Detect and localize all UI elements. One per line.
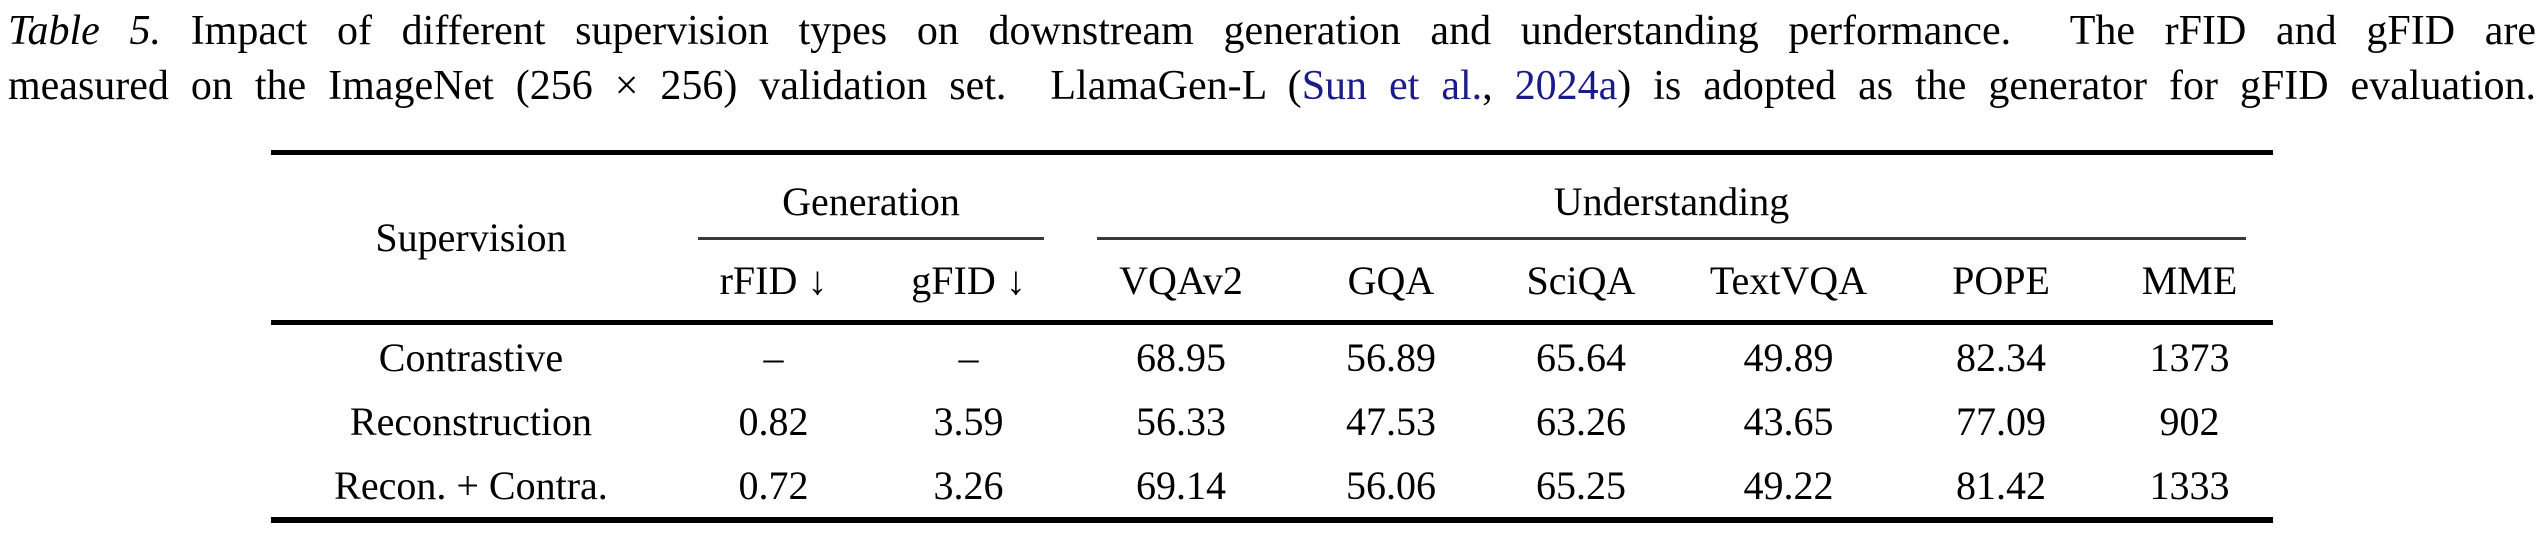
column-header-vqav2: VQAv2 xyxy=(1119,257,1243,303)
cell-sciqa: 65.25 xyxy=(1536,462,1626,508)
table-zone: Supervision Generation Understanding rFI… xyxy=(0,150,2544,523)
row-label-contrastive: Contrastive xyxy=(378,334,564,380)
cell-vqav2: 56.33 xyxy=(1136,398,1226,444)
cell-mme: 902 xyxy=(2159,398,2220,444)
cell-textvqa: 49.89 xyxy=(1743,334,1834,380)
group-header-understanding-cell: Understanding xyxy=(1061,153,2273,240)
cell-gqa: 56.06 xyxy=(1346,462,1436,508)
cell-rfid: 0.82 xyxy=(738,398,809,444)
results-table: Supervision Generation Understanding rFI… xyxy=(270,150,2274,523)
caption-text-line2-start: measured on the ImageNet (256 × 256) val… xyxy=(8,63,1302,109)
cell-pope: 82.34 xyxy=(1956,334,2046,380)
caption-line-2: measured on the ImageNet (256 × 256) val… xyxy=(8,59,2536,114)
column-header-supervision: Supervision xyxy=(375,215,567,260)
cell-vqav2: 69.14 xyxy=(1136,462,1226,508)
row-label-recon-contra: Recon. + Contra. xyxy=(334,462,608,508)
cell-sciqa: 65.64 xyxy=(1536,334,1626,380)
cell-pope: 77.09 xyxy=(1956,398,2046,444)
cell-gfid: – xyxy=(958,334,979,380)
cell-vqav2: 68.95 xyxy=(1136,334,1226,380)
row-label-reconstruction: Reconstruction xyxy=(349,398,593,444)
caption-text-line2-end: ) is adopted as the generator for gFID e… xyxy=(1617,63,2536,109)
cell-rfid: – xyxy=(763,334,784,380)
citation-separator: , xyxy=(1482,63,1515,109)
cell-pope: 81.42 xyxy=(1956,462,2046,508)
column-header-rfid: rFID ↓ xyxy=(719,257,828,303)
understanding-cmidrule: Understanding xyxy=(1097,178,2247,240)
cell-gqa: 56.89 xyxy=(1346,334,1436,380)
caption-text-line1: Impact of different supervision types on… xyxy=(190,8,2536,54)
cell-textvqa: 49.22 xyxy=(1743,462,1834,508)
column-header-mme: MME xyxy=(2141,257,2238,303)
table-row: Contrastive – – 68.95 56.89 65.64 49.89 … xyxy=(271,323,2273,390)
cell-mme: 1373 xyxy=(2149,334,2230,380)
caption-line-1: Table 5. Impact of different supervision… xyxy=(8,4,2536,59)
column-header-textvqa: TextVQA xyxy=(1709,257,1868,303)
generation-cmidrule: Generation xyxy=(697,178,1044,240)
column-header-sciqa: SciQA xyxy=(1526,257,1636,303)
table-caption: Table 5. Impact of different supervision… xyxy=(0,0,2544,114)
group-header-generation: Generation xyxy=(782,179,960,224)
citation-link-year[interactable]: 2024a xyxy=(1514,63,1618,109)
header-row-groups: Supervision Generation Understanding xyxy=(271,153,2273,260)
column-header-gfid: gFID ↓ xyxy=(911,257,1026,303)
cell-sciqa: 63.26 xyxy=(1536,398,1626,444)
table-number-label: Table 5. xyxy=(8,8,161,54)
cell-gfid: 3.59 xyxy=(933,398,1004,444)
cell-textvqa: 43.65 xyxy=(1743,398,1834,444)
table-row: Recon. + Contra. 0.72 3.26 69.14 56.06 6… xyxy=(271,453,2273,520)
cell-gqa: 47.53 xyxy=(1346,398,1436,444)
cell-rfid: 0.72 xyxy=(738,462,809,508)
column-header-gqa: GQA xyxy=(1347,257,1435,303)
table-row: Reconstruction 0.82 3.59 56.33 47.53 63.… xyxy=(271,389,2273,453)
cell-gfid: 3.26 xyxy=(933,462,1004,508)
citation-link-authors[interactable]: Sun et al. xyxy=(1301,63,1483,109)
group-header-generation-cell: Generation xyxy=(671,153,1061,240)
column-header-pope: POPE xyxy=(1952,257,2050,303)
group-header-understanding: Understanding xyxy=(1553,179,1790,224)
cell-mme: 1333 xyxy=(2149,462,2230,508)
header-row-metrics: rFID ↓ gFID ↓ VQAv2 GQA SciQA TextVQA PO… xyxy=(271,240,2273,323)
